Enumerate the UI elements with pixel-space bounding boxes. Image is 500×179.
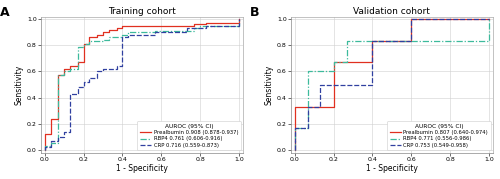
Text: A: A	[0, 6, 10, 19]
Y-axis label: Sensitivity: Sensitivity	[15, 64, 24, 105]
X-axis label: 1 - Specificity: 1 - Specificity	[116, 165, 168, 173]
X-axis label: 1 - Specificity: 1 - Specificity	[366, 165, 418, 173]
Y-axis label: Sensitivity: Sensitivity	[265, 64, 274, 105]
Legend: Prealbumin 0.807 (0.640-0.974), RBP4 0.771 (0.556-0.986), CRP 0.753 (0.549-0.958: Prealbumin 0.807 (0.640-0.974), RBP4 0.7…	[387, 121, 491, 150]
Legend: Prealbumin 0.908 (0.878-0.937), RBP4 0.761 (0.606-0.916), CRP 0.716 (0.559-0.873: Prealbumin 0.908 (0.878-0.937), RBP4 0.7…	[137, 121, 241, 150]
Text: B: B	[250, 6, 260, 19]
Title: Validation cohort: Validation cohort	[354, 7, 430, 16]
Title: Training cohort: Training cohort	[108, 7, 176, 16]
